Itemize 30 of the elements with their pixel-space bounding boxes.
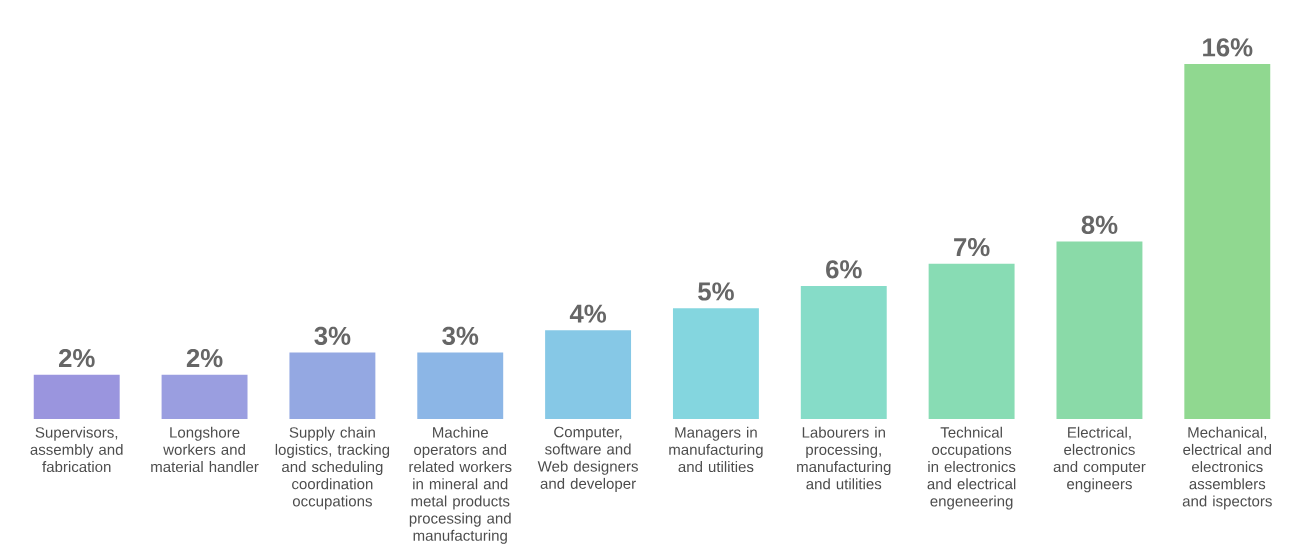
bar xyxy=(672,308,759,420)
bar xyxy=(1184,64,1271,420)
bar xyxy=(417,352,504,420)
x-tick-label: Mechanical, electrical and electronics assemblers and ispectors xyxy=(1182,426,1272,510)
x-tick-label: Machine operators and related workers in mineral and metal products processing and manufacturing xyxy=(409,426,512,544)
x-tick-label: Supervisors, assembly and fabrication xyxy=(30,426,123,473)
bar xyxy=(1056,241,1143,420)
bar xyxy=(289,352,376,420)
data-label: 16% xyxy=(1203,38,1253,57)
data-label: 4% xyxy=(569,304,607,323)
x-tick-label: Electrical, electronics and computer engineers xyxy=(1053,426,1146,493)
x-tick-label: Supply chain logistics, tracking and scheduling coordination occupations xyxy=(275,426,390,510)
data-label: 5% xyxy=(698,282,734,301)
data-label: 2% xyxy=(58,348,95,368)
bar xyxy=(800,285,887,420)
x-tick-label: Computer, software and Web designers and developer xyxy=(537,426,638,492)
data-label: 8% xyxy=(1081,215,1118,235)
x-tick-label: Technical occupations in electronics and electrical engeneering xyxy=(927,426,1016,510)
x-tick-label: Longshore workers and material handler xyxy=(151,426,259,473)
data-label: 3% xyxy=(442,326,479,345)
data-label: 3% xyxy=(314,326,351,345)
data-label: 2% xyxy=(186,348,223,368)
bar xyxy=(545,330,632,420)
bar xyxy=(161,374,248,420)
bar xyxy=(928,263,1015,420)
x-tick-label: Managers in manufacturing and utilities xyxy=(669,426,763,473)
x-tick-label: Labourers in processing, manufacturing and utilities xyxy=(797,426,891,490)
bar xyxy=(33,374,120,420)
data-label: 7% xyxy=(954,238,990,257)
data-label: 6% xyxy=(826,260,862,279)
